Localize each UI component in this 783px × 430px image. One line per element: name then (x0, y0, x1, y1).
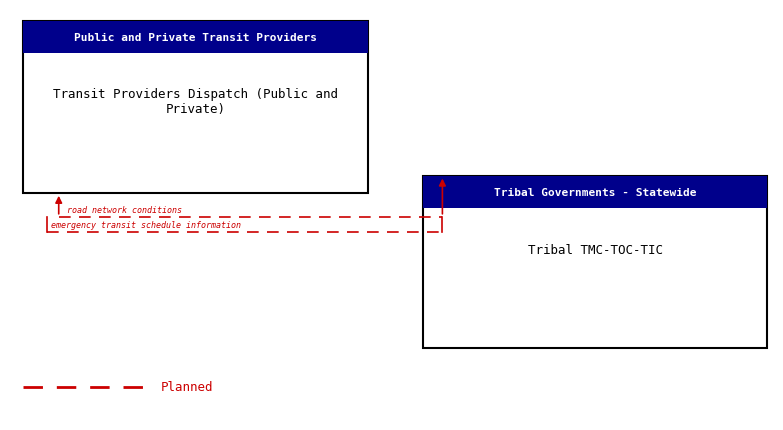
Bar (423, 176, 767, 209)
Text: Tribal TMC-TOC-TIC: Tribal TMC-TOC-TIC (528, 243, 662, 256)
Bar (23, 22, 368, 54)
Text: Public and Private Transit Providers: Public and Private Transit Providers (74, 33, 317, 43)
Text: emergency transit schedule information: emergency transit schedule information (51, 221, 241, 230)
Text: Transit Providers Dispatch (Public and
Private): Transit Providers Dispatch (Public and P… (53, 88, 338, 116)
Text: road network conditions: road network conditions (67, 205, 182, 214)
Text: Tribal Governments - Statewide: Tribal Governments - Statewide (494, 187, 696, 197)
Bar (423, 176, 767, 348)
Bar (23, 22, 368, 194)
Text: Planned: Planned (161, 381, 213, 393)
